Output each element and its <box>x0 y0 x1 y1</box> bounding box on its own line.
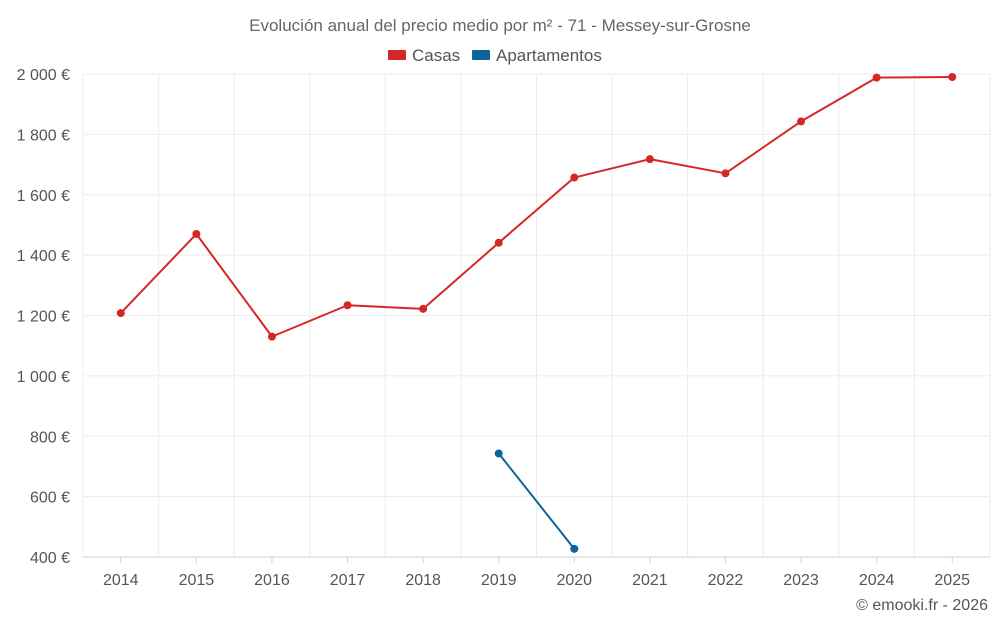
x-tick-label: 2018 <box>405 572 441 589</box>
x-tick-label: 2015 <box>179 572 215 589</box>
series <box>116 73 957 553</box>
axes: 400 € 600 € 800 € 1 000 € 1 200 € 1 400 € 1 60… <box>17 67 990 589</box>
legend-label-casas: Casas <box>412 46 460 65</box>
data-point-casas-2017[interactable] <box>343 301 352 310</box>
series-apartamentos <box>494 449 579 553</box>
y-tick-label: 1 600 € <box>17 188 70 205</box>
legend-item-apartamentos[interactable]: Apartamentos <box>472 46 602 65</box>
legend-swatch-apartamentos <box>472 50 490 60</box>
y-tick-label: 1 800 € <box>17 127 70 144</box>
y-tick-label: 1 400 € <box>17 248 70 265</box>
x-tick-label: 2024 <box>859 572 895 589</box>
data-point-apartamentos-2020[interactable] <box>570 544 579 553</box>
x-tick-label: 2022 <box>708 572 744 589</box>
x-tick-label: 2017 <box>330 572 366 589</box>
x-tick-label: 2021 <box>632 572 668 589</box>
x-tick-label: 2016 <box>254 572 290 589</box>
series-line-casas <box>120 76 953 338</box>
y-tick-label: 800 € <box>30 429 70 446</box>
data-point-casas-2022[interactable] <box>721 169 730 178</box>
data-point-casas-2023[interactable] <box>797 117 806 126</box>
data-point-casas-2015[interactable] <box>192 229 201 238</box>
data-point-apartamentos-2019[interactable] <box>494 449 503 458</box>
grid <box>82 73 991 557</box>
x-tick-label: 2019 <box>481 572 517 589</box>
y-tick-label: 2 000 € <box>17 67 70 84</box>
chart-title: Evolución anual del precio medio por m² … <box>249 16 751 35</box>
data-point-casas-2014[interactable] <box>116 309 125 318</box>
data-point-casas-2020[interactable] <box>570 173 579 182</box>
x-tick-label: 2023 <box>783 572 819 589</box>
data-point-casas-2019[interactable] <box>494 238 503 247</box>
x-tick-label: 2025 <box>934 572 970 589</box>
x-tick-label: 2020 <box>556 572 592 589</box>
legend-swatch-casas <box>388 50 406 60</box>
legend-label-apartamentos: Apartamentos <box>496 46 602 65</box>
legend: Casas Apartamentos <box>388 46 602 65</box>
data-point-casas-2024[interactable] <box>872 73 881 82</box>
y-tick-label: 1 000 € <box>17 369 70 386</box>
x-tick-label: 2014 <box>103 572 139 589</box>
y-tick-label: 600 € <box>30 490 70 507</box>
data-point-casas-2025[interactable] <box>948 73 957 82</box>
data-point-casas-2016[interactable] <box>267 332 276 341</box>
series-casas <box>116 73 957 341</box>
watermark: © emooki.fr - 2026 <box>856 597 988 614</box>
series-line-apartamentos <box>497 452 576 550</box>
data-point-casas-2021[interactable] <box>645 155 654 164</box>
data-point-casas-2018[interactable] <box>419 304 428 313</box>
y-tick-label: 400 € <box>30 550 70 567</box>
y-tick-label: 1 200 € <box>17 309 70 326</box>
legend-item-casas[interactable]: Casas <box>388 46 460 65</box>
